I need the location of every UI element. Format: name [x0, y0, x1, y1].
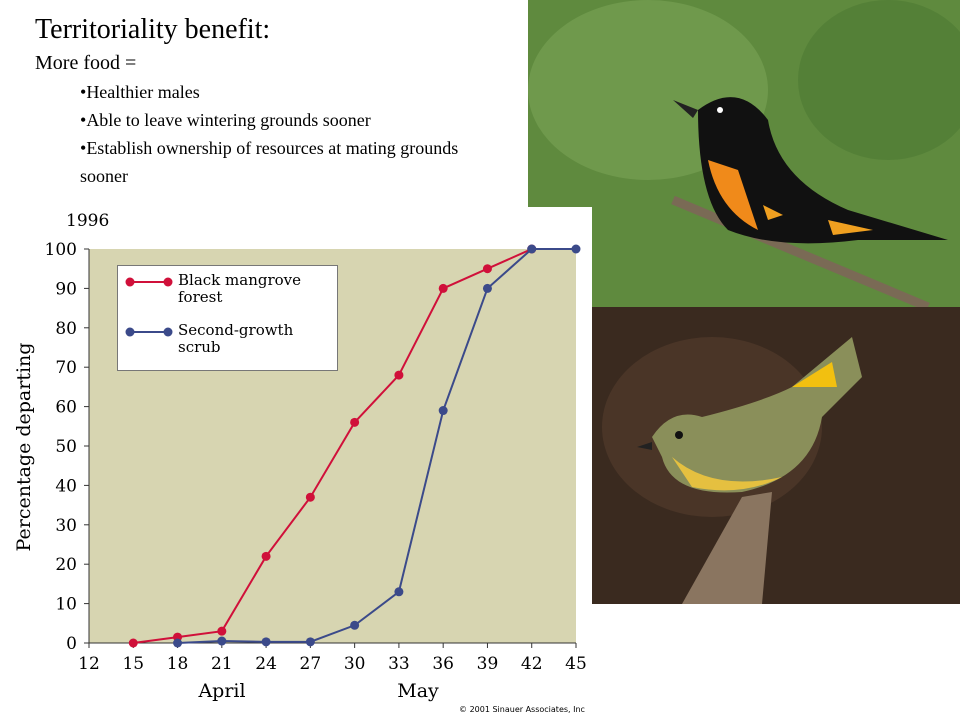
data-point — [350, 417, 360, 427]
x-tick-label: 12 — [78, 654, 100, 674]
annotation: April — [197, 680, 245, 702]
y-tick-label: 80 — [55, 319, 77, 339]
y-tick-label: 70 — [55, 358, 77, 378]
data-point — [305, 637, 315, 647]
x-tick-label: 42 — [521, 654, 543, 674]
x-tick-label: 45 — [565, 654, 587, 674]
data-point — [394, 370, 404, 380]
data-point — [527, 244, 537, 254]
x-tick-label: 39 — [477, 654, 499, 674]
data-point — [305, 492, 315, 502]
legend-dot — [163, 327, 173, 337]
data-point — [482, 283, 492, 293]
data-point — [438, 406, 448, 416]
legend-label: Black mangrove forest — [178, 271, 302, 306]
bullet-list: Healthier males Able to leave wintering … — [80, 78, 515, 190]
chart-title: 1996 — [66, 211, 109, 231]
y-tick-label: 100 — [45, 240, 77, 260]
bullet: Healthier males — [80, 78, 510, 106]
data-point — [482, 264, 492, 274]
series-line — [133, 248, 533, 644]
bullet: Establish ownership of resources at mati… — [80, 134, 510, 190]
annotation: May — [397, 680, 439, 702]
slide-text: Territoriality benefit: More food = Heal… — [35, 10, 515, 190]
y-tick-label: 30 — [55, 516, 77, 536]
legend-label: Second-growth scrub — [178, 321, 294, 356]
x-tick-label: 21 — [211, 654, 233, 674]
data-point — [571, 244, 581, 254]
data-point — [173, 638, 183, 648]
x-tick-label: 15 — [122, 654, 144, 674]
x-tick-label: 36 — [432, 654, 454, 674]
legend: Black mangrove forest Second-growth scrub — [117, 265, 338, 371]
data-point — [217, 636, 227, 646]
legend-swatch — [125, 327, 173, 337]
data-point — [350, 620, 360, 630]
data-point — [438, 283, 448, 293]
legend-dot — [163, 277, 173, 287]
data-point — [394, 587, 404, 597]
slide-subtitle: More food = — [35, 52, 137, 74]
x-tick-label: 24 — [255, 654, 277, 674]
legend-dot — [125, 277, 135, 287]
data-point — [217, 626, 227, 636]
x-tick-label: 30 — [344, 654, 366, 674]
y-tick-label: 50 — [55, 437, 77, 457]
photo-female-redstart — [592, 307, 960, 604]
series-line — [177, 248, 576, 644]
legend-entry: Second-growth scrub — [118, 322, 337, 372]
y-tick-label: 20 — [55, 555, 77, 575]
y-axis-label: Percentage departing — [13, 343, 35, 552]
data-point — [261, 637, 271, 647]
y-tick-label: 10 — [55, 595, 77, 615]
y-tick-label: 0 — [66, 634, 77, 654]
y-tick-label: 90 — [55, 279, 77, 299]
x-tick-label: 18 — [167, 654, 189, 674]
y-tick-label: 40 — [55, 476, 77, 496]
legend-entry: Black mangrove forest — [118, 272, 337, 322]
data-point — [128, 638, 138, 648]
y-tick-label: 60 — [55, 398, 77, 418]
slide-title: Territoriality benefit: — [35, 14, 271, 45]
credit: © 2001 Sinauer Associates, Inc — [459, 705, 585, 714]
bullet: Able to leave wintering grounds sooner — [80, 106, 510, 134]
x-tick-label: 27 — [300, 654, 322, 674]
legend-swatch — [125, 277, 173, 287]
data-point — [261, 551, 271, 561]
x-tick-label: 33 — [388, 654, 410, 674]
legend-dot — [125, 327, 135, 337]
photo-male-redstart — [528, 0, 960, 307]
